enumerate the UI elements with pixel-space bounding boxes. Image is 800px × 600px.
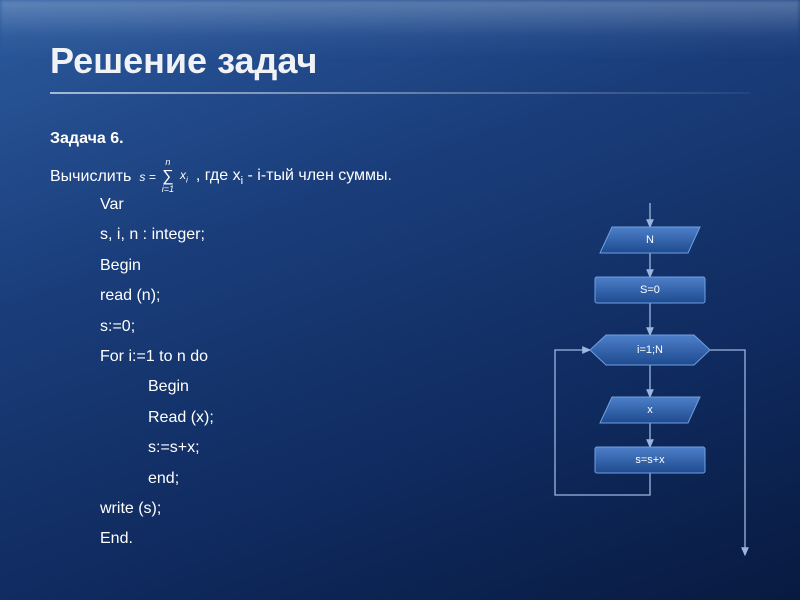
code-line: Begin [100,251,214,281]
code-block: Vars, i, n : integer;Beginread (n);s:=0;… [100,190,214,555]
code-line: Begin [100,372,214,402]
code-line: End. [100,524,214,554]
flow-node-n: N [600,227,700,253]
svg-text:i=1;N: i=1;N [637,344,663,356]
compute-prefix: Вычислить [50,168,131,186]
svg-text:N: N [646,234,654,246]
compute-suffix: , где xi - i-тый член суммы. [196,167,392,187]
code-line: end; [100,464,214,494]
code-line: Read (x); [100,403,214,433]
svg-text:S=0: S=0 [640,284,660,296]
flow-node-x: x [600,397,700,423]
formula-lhs: s = [139,170,155,184]
code-line: s:=s+x; [100,433,214,463]
code-line: s, i, n : integer; [100,220,214,250]
page-title: Решение задач [50,40,317,82]
flow-node-sx: s=s+x [595,447,705,473]
svg-text:s=s+x: s=s+x [635,454,665,466]
title-underline [50,92,750,94]
formula-rhs: xi [180,168,188,184]
task-number: Задача 6. [50,130,124,148]
flow-node-loop: i=1;N [590,335,710,365]
code-line: read (n); [100,281,214,311]
flow-node-s0: S=0 [595,277,705,303]
flowchart: N S=0 i=1;N x s=s+x [535,195,765,575]
code-line: write (s); [100,494,214,524]
code-line: For i:=1 to n do [100,342,214,372]
code-line: s:=0; [100,312,214,342]
code-line: Var [100,190,214,220]
svg-text:x: x [647,404,653,416]
